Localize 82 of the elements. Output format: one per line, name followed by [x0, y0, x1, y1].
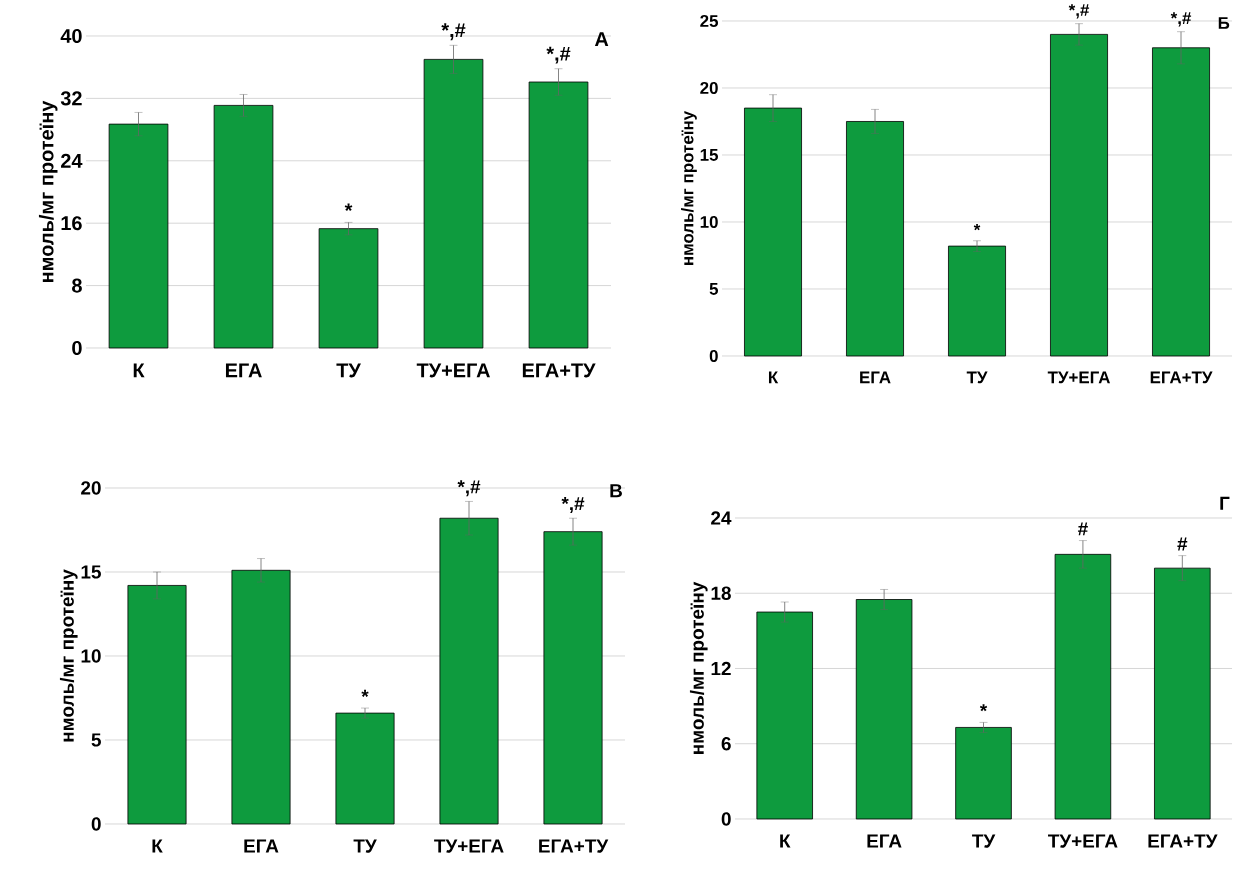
- bar: [423, 58, 484, 349]
- bar: [1050, 33, 1108, 357]
- annotation: *,#: [441, 23, 466, 41]
- y-tick-label: 24: [61, 153, 83, 168]
- bar: [1054, 553, 1112, 820]
- bar: [543, 531, 603, 825]
- x-tick-label: ЕГА: [225, 363, 262, 378]
- x-tick-label: ЕГА: [860, 371, 891, 384]
- y-axis-title: нмоль/мг протеїну: [689, 581, 708, 754]
- bar: [335, 712, 395, 825]
- bar: [855, 599, 913, 820]
- annotation: *,#: [1068, 4, 1090, 19]
- y-tick-label: 16: [61, 216, 82, 231]
- annotation: *: [344, 203, 353, 211]
- y-tick-label: 20: [81, 481, 101, 495]
- x-tick-label: ЕГА: [244, 839, 279, 853]
- bar: [231, 569, 291, 825]
- chart-title: Б: [1218, 17, 1230, 29]
- y-tick-label: 12: [711, 661, 731, 676]
- y-tick-label: 25: [700, 14, 719, 27]
- x-tick-label: К: [780, 834, 791, 848]
- x-tick-label: К: [133, 363, 145, 378]
- annotation: *,#: [546, 46, 571, 64]
- y-tick-label: 15: [700, 149, 719, 161]
- y-axis-title: нмоль/мг протеїну: [38, 100, 58, 282]
- bar: [1154, 567, 1211, 820]
- annotation: *: [361, 689, 369, 697]
- x-tick-label: ЕГА+ТУ: [1148, 834, 1218, 848]
- bar: [744, 107, 802, 357]
- bar: [528, 81, 589, 349]
- y-tick-label: 0: [72, 340, 82, 356]
- x-tick-label: ЕГА: [867, 834, 902, 848]
- x-tick-label: ТУ: [353, 839, 377, 853]
- y-tick-label: 8: [72, 278, 82, 293]
- bar: [318, 228, 379, 349]
- x-tick-label: ТУ: [972, 834, 996, 848]
- x-tick-label: ТУ+ЕГА: [434, 839, 504, 853]
- y-tick-label: 40: [60, 28, 82, 44]
- y-tick-label: 18: [711, 586, 731, 600]
- chart-title: В: [610, 484, 622, 498]
- y-tick-label: 0: [91, 817, 101, 831]
- bar: [846, 121, 904, 357]
- annotation: #: [1077, 522, 1088, 536]
- x-tick-label: ЕГА+ТУ: [539, 839, 609, 853]
- annotation: *,#: [457, 480, 481, 497]
- x-tick-label: ТУ+ЕГА: [416, 363, 490, 378]
- y-axis-title: нмоль/мг протеїну: [59, 569, 78, 742]
- y-tick-label: 5: [709, 283, 719, 295]
- y-axis-title: нмоль/мг протеїну: [681, 110, 697, 265]
- bar: [955, 727, 1012, 820]
- bar: [756, 611, 813, 820]
- annotation: *,#: [561, 497, 585, 514]
- y-tick-label: 0: [721, 812, 731, 826]
- chart-title: Г: [1220, 496, 1230, 510]
- annotation: *: [979, 704, 988, 712]
- y-tick-label: 10: [81, 649, 101, 663]
- bar: [948, 245, 1006, 357]
- bar: [108, 123, 169, 349]
- x-tick-label: К: [768, 371, 779, 384]
- y-tick-label: 5: [91, 733, 101, 747]
- bar: [213, 105, 274, 349]
- y-tick-label: 10: [700, 215, 718, 228]
- y-tick-label: 20: [700, 81, 718, 94]
- annotation: #: [1177, 537, 1188, 551]
- y-tick-label: 24: [711, 511, 732, 525]
- y-tick-label: 6: [721, 737, 731, 751]
- bar: [439, 517, 499, 825]
- y-tick-label: 0: [709, 349, 718, 362]
- y-tick-label: 15: [81, 565, 101, 579]
- x-tick-label: ТУ+ЕГА: [1048, 834, 1118, 848]
- annotation: *: [973, 223, 981, 231]
- x-tick-label: ЕГА+ТУ: [1150, 371, 1213, 384]
- bar: [127, 585, 187, 825]
- bar: [1152, 47, 1210, 357]
- x-tick-label: ТУ+ЕГА: [1047, 371, 1110, 384]
- x-tick-label: К: [152, 839, 163, 853]
- chart-title: А: [594, 32, 609, 46]
- annotation: *,#: [1170, 12, 1192, 27]
- x-tick-label: ТУ: [336, 363, 361, 378]
- y-tick-label: 32: [60, 91, 82, 106]
- x-tick-label: ЕГА+ТУ: [522, 363, 596, 378]
- x-tick-label: ТУ: [966, 371, 988, 384]
